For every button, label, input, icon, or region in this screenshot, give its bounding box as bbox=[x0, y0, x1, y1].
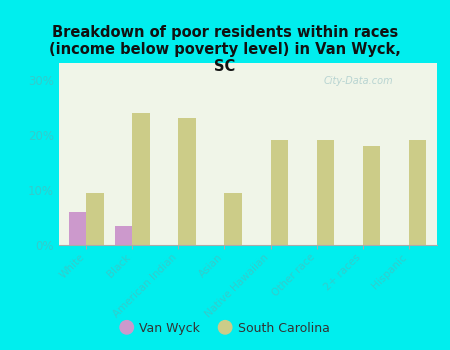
Bar bbox=[317, 140, 334, 245]
Text: City-Data.com: City-Data.com bbox=[323, 76, 393, 86]
Bar bbox=[115, 226, 132, 245]
Bar bbox=[132, 113, 150, 245]
Bar bbox=[178, 118, 196, 245]
Bar bbox=[69, 212, 86, 245]
Bar bbox=[409, 140, 426, 245]
Bar bbox=[270, 140, 288, 245]
Bar bbox=[86, 193, 104, 245]
Bar bbox=[363, 146, 380, 245]
Bar bbox=[225, 193, 242, 245]
Legend: Van Wyck, South Carolina: Van Wyck, South Carolina bbox=[116, 317, 334, 340]
Text: Breakdown of poor residents within races
(income below poverty level) in Van Wyc: Breakdown of poor residents within races… bbox=[49, 25, 401, 74]
